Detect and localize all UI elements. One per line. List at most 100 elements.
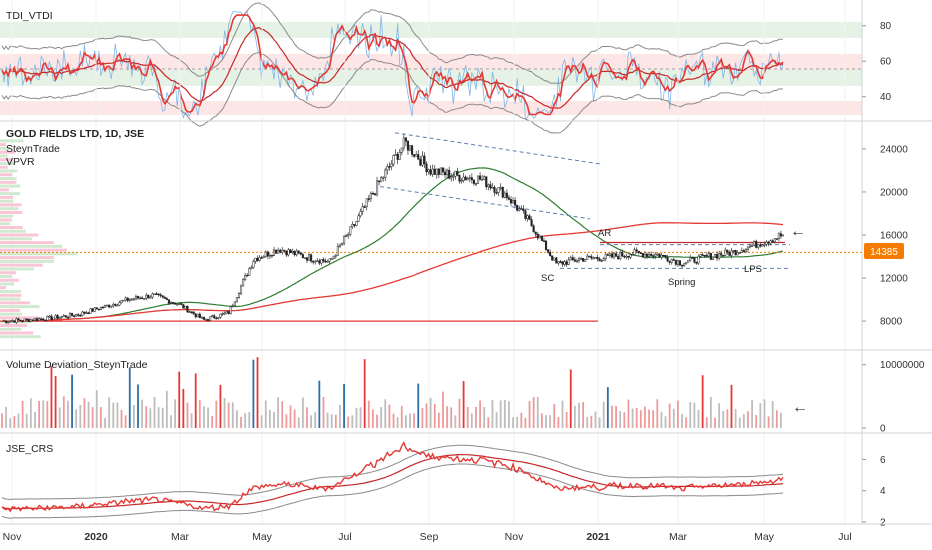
- price-arrow-icon: ←: [790, 223, 806, 240]
- volume-bar: [578, 402, 580, 428]
- candle: [213, 315, 216, 319]
- candle: [62, 315, 65, 317]
- candle: [720, 253, 723, 256]
- candle: [192, 311, 195, 315]
- candle: [275, 249, 278, 254]
- candle: [685, 262, 688, 265]
- candle: [542, 240, 546, 242]
- crs-y-tick: 2: [880, 518, 886, 529]
- candle: [767, 241, 770, 244]
- volume-bar: [380, 406, 383, 428]
- volume-bar: [227, 402, 230, 428]
- candle: [433, 168, 436, 175]
- vpvr-bar: [0, 293, 22, 297]
- volume-bar: [264, 400, 267, 428]
- candle: [196, 313, 199, 318]
- candle: [382, 177, 385, 179]
- candle: [190, 311, 193, 313]
- volume-bar: [186, 402, 189, 428]
- candle: [435, 168, 438, 175]
- candle: [487, 184, 490, 188]
- candle: [761, 244, 764, 247]
- candle: [650, 253, 653, 256]
- volume-bar: [252, 359, 255, 428]
- volume-bar: [310, 415, 313, 428]
- crs-panel: JSE_CRS: [1, 441, 784, 519]
- candle: [476, 175, 480, 184]
- candle: [99, 306, 102, 310]
- candle: [446, 169, 449, 176]
- candle: [427, 169, 430, 173]
- candle: [246, 274, 249, 277]
- volume-bar: [203, 406, 205, 428]
- candle: [223, 312, 226, 315]
- volume-bar: [372, 409, 374, 428]
- vpvr-bar: [0, 146, 11, 150]
- candle: [233, 301, 236, 306]
- tdi-price-line: [1, 14, 784, 116]
- candle: [188, 311, 191, 313]
- candle: [565, 261, 568, 265]
- vpvr-bar: [0, 290, 22, 294]
- volume-bar: [132, 404, 135, 428]
- vpvr-bar: [0, 207, 19, 211]
- candle: [417, 154, 420, 160]
- candle: [503, 192, 506, 198]
- candle: [654, 253, 657, 257]
- tdi-upper-band: [1, 2, 783, 84]
- volume-bar: [590, 415, 593, 428]
- candle: [79, 314, 82, 317]
- volume-bar: [75, 409, 78, 428]
- candle: [392, 155, 395, 165]
- candle: [662, 254, 665, 257]
- vpvr-bar: [0, 161, 15, 165]
- candle: [149, 296, 152, 299]
- candle: [71, 313, 74, 316]
- candle: [204, 319, 208, 321]
- candle: [617, 256, 620, 260]
- candle: [660, 254, 663, 258]
- vpvr-bar: [0, 323, 28, 327]
- candle: [27, 319, 30, 322]
- volume-bar: [367, 400, 370, 428]
- candle: [779, 233, 782, 237]
- volume-bar: [709, 397, 712, 428]
- candle: [217, 316, 220, 319]
- volume-bar: [104, 417, 106, 428]
- volume-bar: [244, 413, 247, 428]
- candle: [176, 303, 179, 306]
- volume-y-tick: 0: [880, 424, 886, 435]
- vpvr-bar: [0, 226, 23, 230]
- candle: [771, 240, 774, 243]
- candle: [297, 250, 300, 254]
- price-y-tick: 24000: [880, 144, 908, 155]
- volume-bar: [363, 359, 366, 428]
- candle: [439, 167, 442, 175]
- candle: [215, 317, 218, 320]
- volume-bar: [240, 416, 242, 428]
- candle: [707, 252, 710, 257]
- volume-bar: [87, 402, 90, 428]
- candle: [623, 255, 626, 258]
- volume-bar: [470, 413, 473, 428]
- candle: [310, 254, 313, 262]
- candle: [460, 180, 463, 182]
- candle: [695, 262, 698, 264]
- volume-bar: [137, 384, 139, 428]
- x-axis-ticks: Nov 2020 Mar May Jul Sep Nov 2021 Mar May Jul: [3, 531, 852, 543]
- candle: [586, 255, 589, 260]
- candle: [386, 166, 389, 171]
- volume-bar: [343, 383, 345, 428]
- candle: [404, 137, 407, 142]
- candle: [83, 311, 86, 314]
- volume-bar: [668, 403, 671, 428]
- candle: [136, 296, 140, 299]
- candle: [683, 263, 686, 267]
- candle: [635, 249, 638, 252]
- candle: [351, 224, 354, 228]
- candle: [318, 260, 321, 264]
- candle: [305, 257, 309, 261]
- volume-bar: [635, 407, 638, 428]
- volume-bar: [499, 400, 502, 428]
- candle: [103, 304, 107, 308]
